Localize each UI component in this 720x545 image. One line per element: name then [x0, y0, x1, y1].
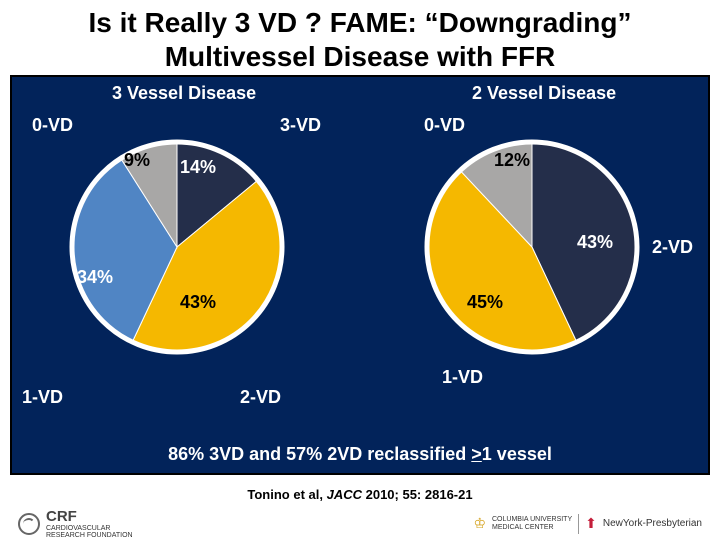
slice-cat-label: 1-VD [442, 367, 483, 388]
pie-charts-svg [12, 77, 712, 477]
footer: CRF CARDIOVASCULARRESEARCH FOUNDATION ♔ … [0, 502, 720, 545]
slice-pct-label: 12% [494, 150, 530, 171]
pie1-title: 3 Vessel Disease [112, 83, 256, 104]
citation-ref: 2010; 55: 2816-21 [362, 487, 473, 502]
nyp-text: NewYork-Presbyterian [603, 518, 702, 529]
slice-pct-label: 45% [467, 292, 503, 313]
slice-cat-label: 2-VD [652, 237, 693, 258]
crf-logo-icon [18, 513, 40, 535]
slice-cat-label: 2-VD [240, 387, 281, 408]
citation-author: Tonino et al, [247, 487, 326, 502]
slice-pct-label: 9% [124, 150, 150, 171]
nyp-icon: ⬆ [585, 515, 597, 532]
slice-cat-label: 3-VD [280, 115, 321, 136]
crown-icon: ♔ [473, 515, 486, 532]
page-title: Is it Really 3 VD ? FAME: “Downgrading” … [0, 0, 720, 75]
slice-pct-label: 34% [77, 267, 113, 288]
slice-pct-label: 14% [180, 157, 216, 178]
summary-post: 1 vessel [482, 444, 552, 464]
slice-pct-label: 43% [577, 232, 613, 253]
citation-journal: JACC [327, 487, 362, 502]
slice-cat-label: 0-VD [32, 115, 73, 136]
summary-underline: > [471, 444, 482, 464]
footer-right: ♔ COLUMBIA UNIVERSITY MEDICAL CENTER ⬆ N… [473, 514, 702, 534]
slice-cat-label: 1-VD [22, 387, 63, 408]
pie2-title: 2 Vessel Disease [472, 83, 616, 104]
slice-cat-label: 0-VD [424, 115, 465, 136]
citation: Tonino et al, JACC 2010; 55: 2816-21 [0, 487, 720, 502]
summary-text: 86% 3VD and 57% 2VD reclassified >1 vess… [12, 444, 708, 465]
slice-pct-label: 43% [180, 292, 216, 313]
crf-line2: RESEARCH FOUNDATION [46, 532, 133, 539]
columbia-line2: MEDICAL CENTER [492, 524, 554, 531]
crf-line1: CARDIOVASCULAR [46, 525, 110, 532]
chart-panel: 3 Vessel Disease 2 Vessel Disease 14% 3-V… [10, 75, 710, 475]
summary-pre: 86% 3VD and 57% 2VD reclassified [168, 444, 471, 464]
footer-left: CRF CARDIOVASCULARRESEARCH FOUNDATION [18, 508, 133, 539]
columbia-line1: COLUMBIA UNIVERSITY [492, 516, 572, 523]
